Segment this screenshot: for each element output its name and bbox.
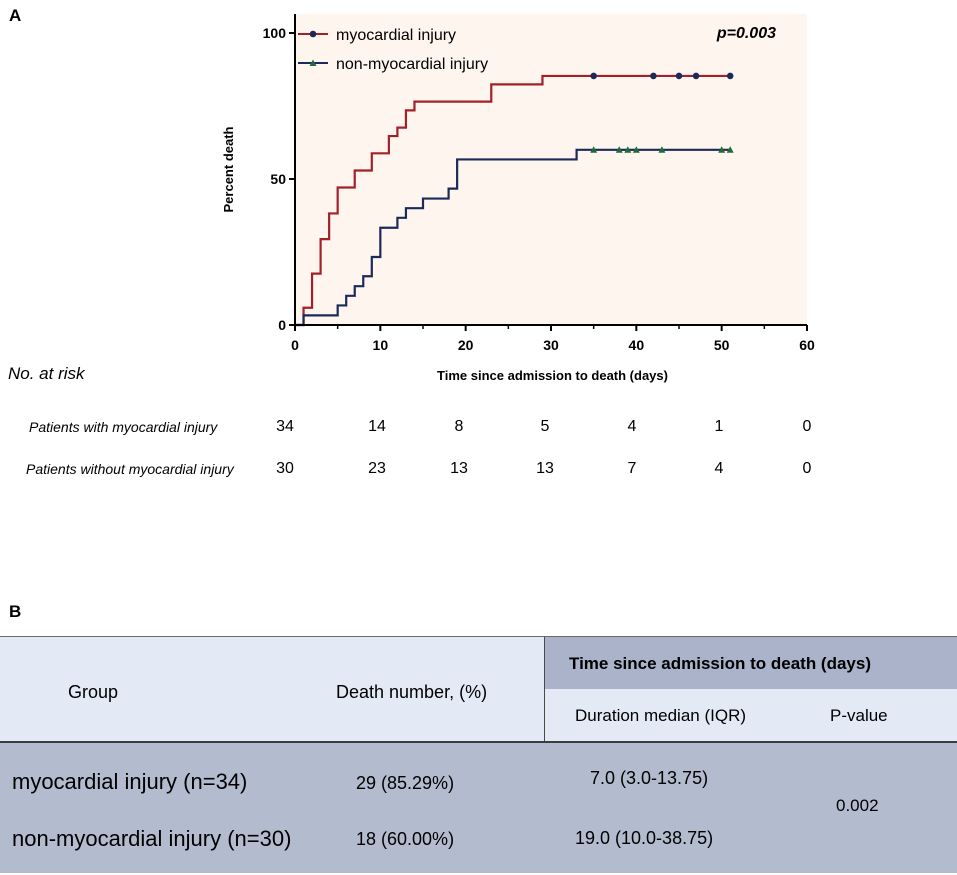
header-sub-bg (545, 689, 957, 741)
y-tick-label: 50 (270, 171, 286, 187)
p-value-annotation: p=0.003 (716, 25, 776, 42)
x-tick-label: 60 (799, 337, 815, 353)
risk-value: 5 (540, 418, 550, 435)
censor-marker (675, 72, 683, 80)
y-axis-label: Percent death (221, 126, 236, 212)
row1-death: 29 (85.29%) (356, 773, 455, 793)
risk-value: 1 (714, 418, 724, 435)
row2-group: non-myocardial injury (n=30) (12, 826, 292, 851)
no-at-risk-title: No. at risk (8, 364, 85, 383)
header-time-bg (545, 637, 957, 689)
risk-value: 4 (627, 418, 637, 435)
km-chart: 0 10 20 30 40 50 60 0 50 100 myocardial injury non… (221, 14, 815, 353)
col-p-header: P-value (830, 706, 888, 725)
legend-label-1: myocardial injury (336, 27, 456, 44)
x-tick-label: 20 (458, 337, 474, 353)
header-divider (544, 637, 545, 741)
censor-marker (726, 72, 734, 80)
row2-median: 19.0 (10.0-38.75) (575, 828, 714, 848)
censor-marker (718, 146, 726, 153)
legend-marker (309, 30, 317, 38)
risk-value: 30 (276, 460, 294, 477)
results-table: Group Death number, (%) Time since admis… (0, 636, 957, 873)
x-axis-label: Time since admission to death (days) (437, 368, 668, 383)
censor-marker (632, 146, 640, 153)
risk-value: 8 (454, 418, 464, 435)
risk-row-label: Patients without myocardial injury (26, 461, 234, 477)
risk-value: 13 (536, 460, 554, 477)
risk-row-label: Patients with myocardial injury (29, 419, 218, 435)
y-tick-label: 100 (263, 25, 287, 41)
censor-marker (590, 146, 598, 153)
risk-value: 0 (802, 460, 812, 477)
risk-value: 34 (276, 418, 294, 435)
panel-a-label: A (9, 6, 22, 25)
risk-value: 7 (627, 460, 637, 477)
row1-group: myocardial injury (n=34) (12, 769, 248, 794)
row1-median: 7.0 (3.0-13.75) (590, 768, 709, 788)
risk-row: Patients with myocardial injury 34 14 8 5 4 1 0 (0, 416, 957, 440)
risk-value: 14 (368, 418, 386, 435)
header-rule (0, 741, 957, 743)
risk-value: 0 (802, 418, 812, 435)
risk-row: Patients without myocardial injury 30 23 13… (0, 458, 957, 482)
col-group-header: Group (68, 682, 119, 702)
x-tick-label: 10 (373, 337, 389, 353)
censor-marker (624, 146, 632, 153)
legend-marker (309, 59, 317, 66)
x-tick-label: 30 (543, 337, 559, 353)
header-left-bg (0, 637, 545, 741)
p-value: 0.002 (836, 796, 879, 815)
censor-marker (650, 72, 657, 80)
x-tick-label: 0 (291, 337, 299, 353)
risk-value: 23 (368, 460, 386, 477)
series-line-2 (295, 148, 731, 327)
y-tick-label: 0 (278, 317, 286, 333)
x-tick-label: 50 (714, 337, 730, 353)
censor-marker (692, 72, 700, 80)
col-time-header: Time since admission to death (days) (569, 654, 871, 673)
risk-value: 13 (450, 460, 468, 477)
censor-marker (615, 146, 623, 153)
censor-marker (726, 146, 734, 153)
legend-label-2: non-myocardial injury (336, 56, 488, 73)
col-median-header: Duration median (IQR) (575, 706, 747, 725)
plot-background (295, 14, 807, 325)
row2-death: 18 (60.00%) (356, 829, 455, 849)
x-tick-label: 40 (629, 337, 645, 353)
censor-marker (590, 72, 597, 80)
panel-b-label: B (9, 602, 22, 621)
risk-value: 4 (714, 460, 724, 477)
body-bg (0, 743, 957, 873)
censor-marker (658, 146, 666, 153)
col-death-header: Death number, (%) (336, 682, 488, 702)
series-line-1 (295, 74, 731, 327)
